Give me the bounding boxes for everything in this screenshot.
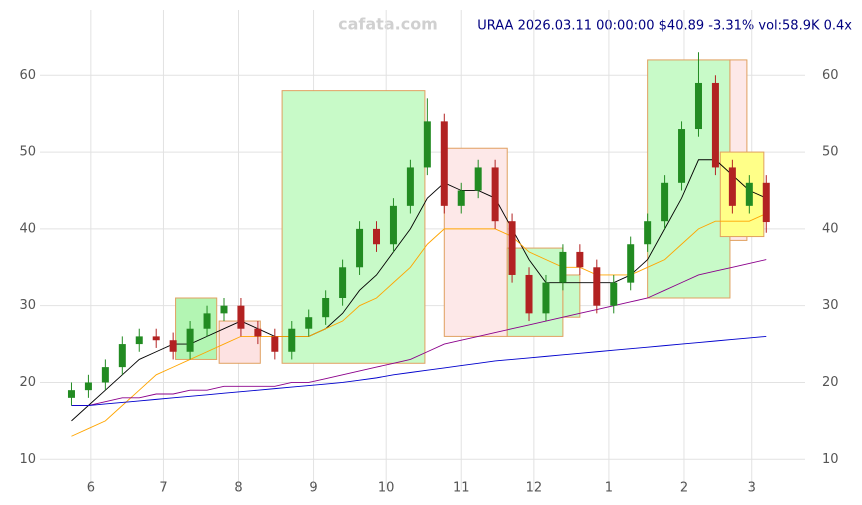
x-tick-label: 1	[605, 481, 613, 496]
candle-body	[135, 336, 143, 345]
y-tick-label: 40	[19, 221, 36, 236]
candle-body	[389, 205, 397, 245]
candle-body	[525, 274, 533, 314]
candle-body	[711, 82, 719, 168]
y-tick-label-right: 50	[822, 145, 839, 160]
candle-body	[152, 336, 160, 341]
y-tick-label: 60	[19, 68, 36, 83]
candle-body	[661, 182, 669, 222]
y-tick-label: 30	[19, 298, 36, 313]
y-tick-label-right: 60	[822, 68, 839, 83]
candle-body	[491, 167, 499, 222]
candle-body	[559, 251, 567, 283]
candle-body	[576, 251, 584, 268]
candle-body	[101, 367, 109, 383]
y-tick-label-right: 10	[822, 452, 839, 467]
candle-body	[593, 267, 601, 306]
candle-body	[627, 244, 635, 283]
zone	[175, 297, 218, 360]
candle-body	[288, 328, 296, 352]
indicator-line	[71, 259, 767, 406]
watermark: cafata.com	[338, 15, 438, 34]
candle-body	[457, 190, 465, 206]
candle-body	[356, 228, 364, 268]
x-tick-label: 12	[526, 481, 543, 496]
y-tick-label-right: 20	[822, 375, 839, 390]
x-tick-label: 7	[159, 481, 167, 496]
x-tick-label: 6	[87, 481, 95, 496]
y-tick-label: 20	[19, 375, 36, 390]
candle-body	[305, 317, 313, 329]
candle-body	[440, 121, 448, 206]
candle-body	[220, 305, 228, 314]
candle-body	[84, 382, 92, 391]
candle-body	[373, 228, 381, 245]
candle-body	[644, 221, 652, 245]
zone	[562, 274, 581, 318]
candle-body	[678, 129, 686, 183]
indicator-line	[71, 335, 767, 406]
x-tick-label: 11	[453, 481, 470, 496]
zone	[281, 90, 426, 364]
candle-body	[67, 390, 75, 398]
candle-body	[474, 167, 482, 191]
candle-body	[237, 305, 245, 329]
candle-body	[169, 340, 177, 352]
candle-body	[254, 328, 262, 337]
candle-body	[762, 182, 770, 223]
x-tick-label: 10	[378, 481, 395, 496]
candle-body	[745, 182, 753, 206]
candle-body	[542, 282, 550, 314]
y-tick-label: 50	[19, 145, 36, 160]
candle-body	[339, 267, 347, 298]
candle-body	[271, 336, 279, 352]
candle-body	[694, 82, 702, 130]
candle-body	[728, 167, 736, 206]
x-tick-label: 2	[680, 481, 688, 496]
indicator-line	[71, 213, 767, 437]
candle-body	[508, 221, 516, 275]
zone	[719, 151, 765, 238]
y-tick-label-right: 30	[822, 298, 839, 313]
candle-body	[423, 121, 431, 168]
candle-body	[186, 328, 194, 352]
candle-body	[118, 344, 126, 368]
chart-title: URAA 2026.03.11 00:00:00 $40.89 -3.31% v…	[477, 19, 852, 34]
candle-body	[203, 313, 211, 329]
candle-body	[610, 282, 618, 306]
y-tick-label: 10	[19, 452, 36, 467]
candle-body	[322, 298, 330, 318]
x-tick-label: 8	[234, 481, 242, 496]
x-tick-label: 9	[309, 481, 317, 496]
candle-body	[406, 167, 414, 206]
x-tick-label: 3	[748, 481, 756, 496]
y-tick-label-right: 40	[822, 221, 839, 236]
